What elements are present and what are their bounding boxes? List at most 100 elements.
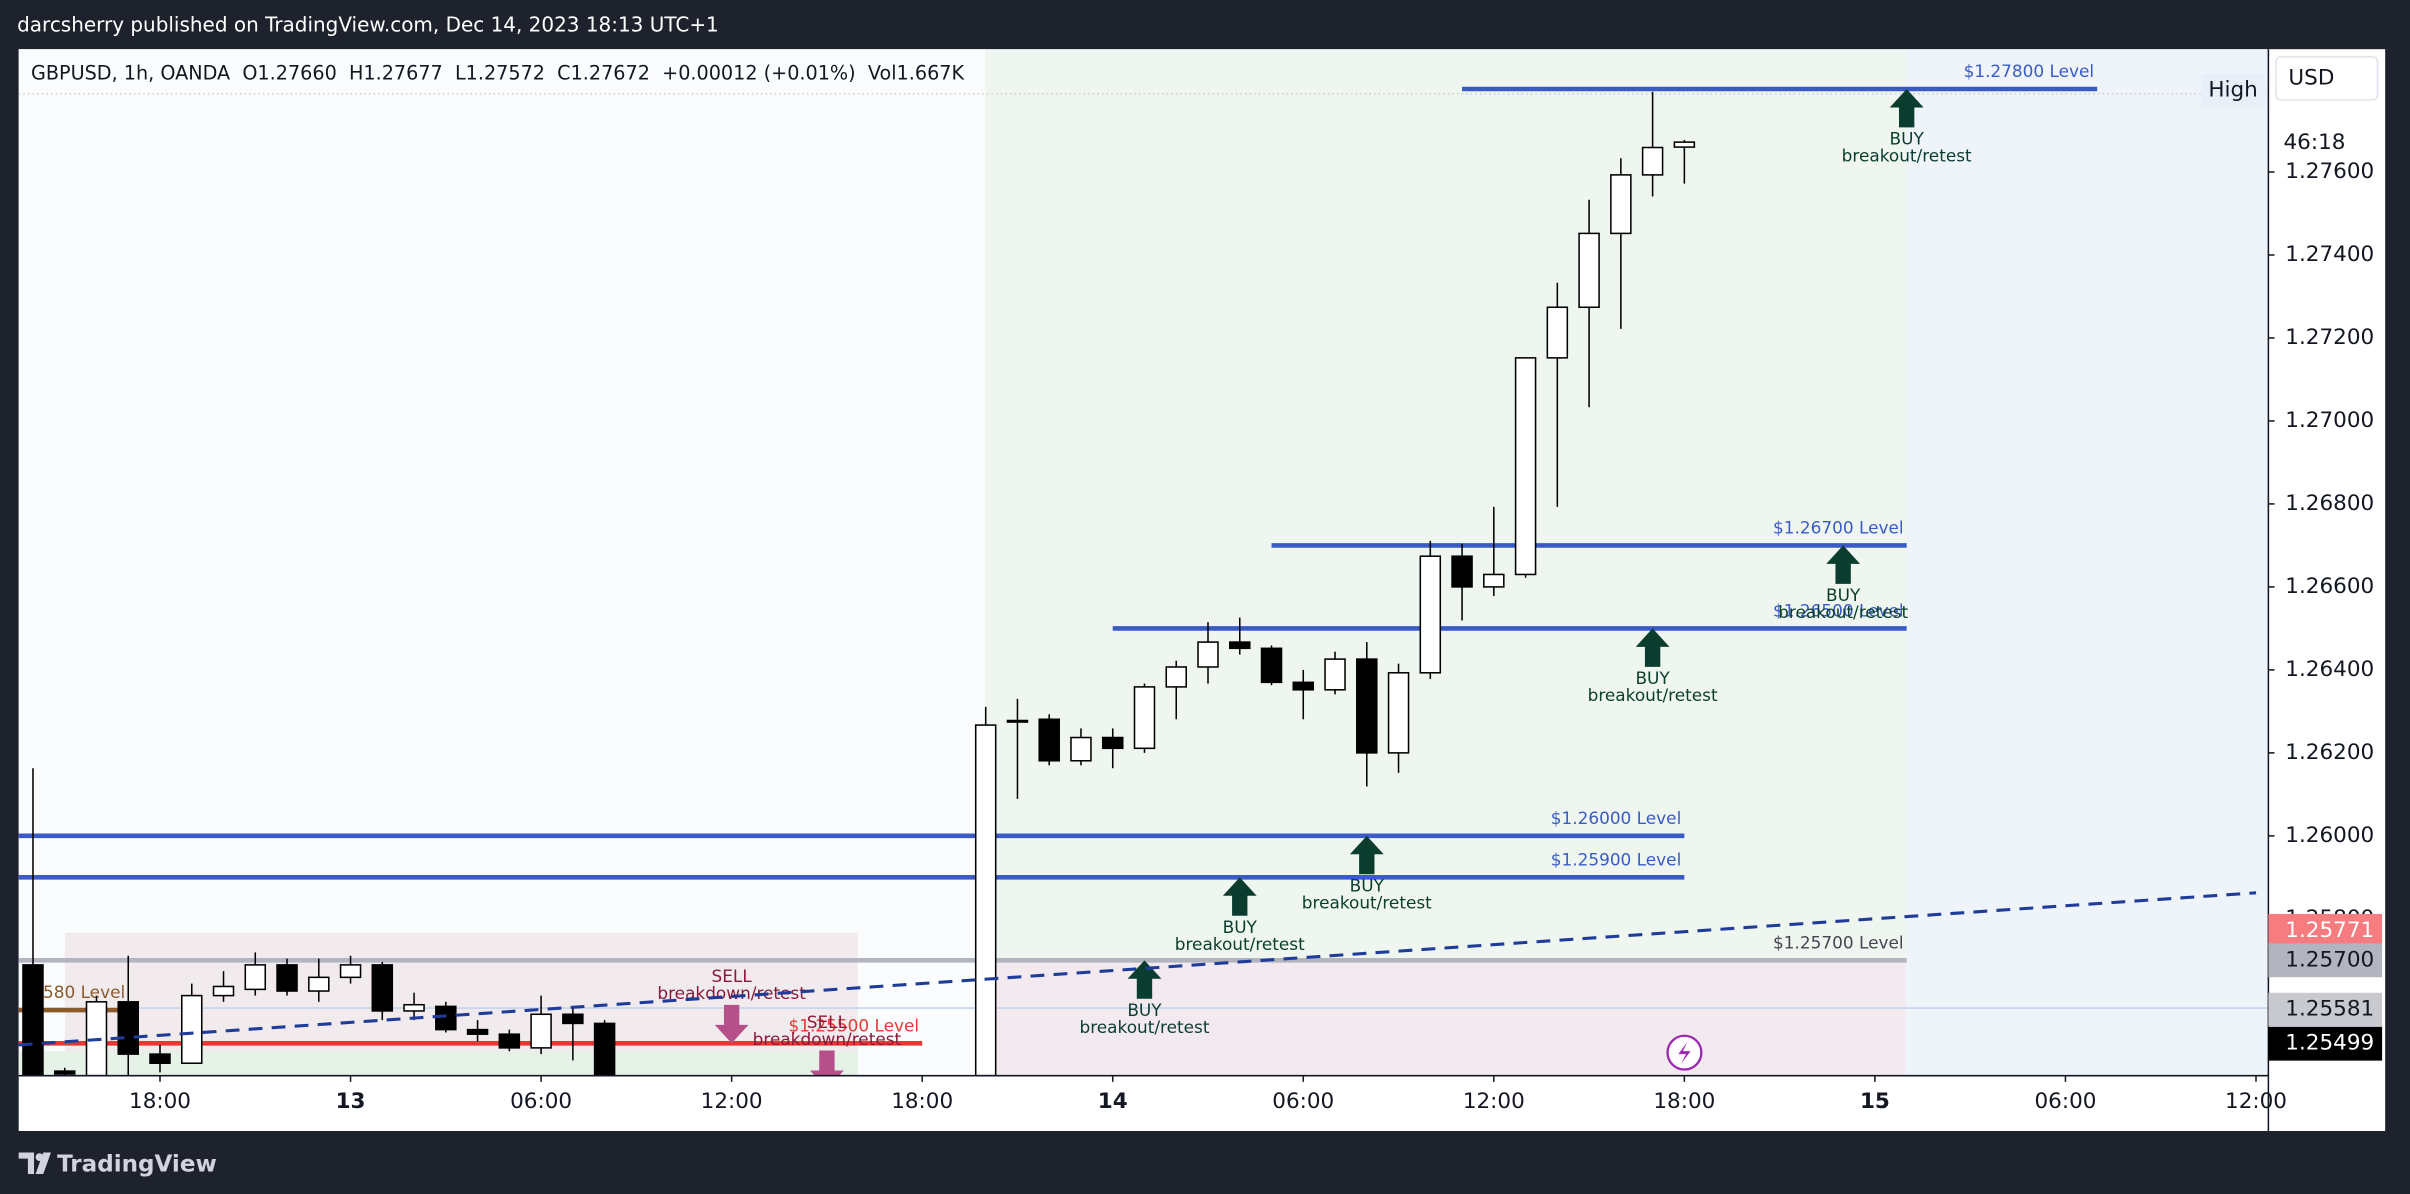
zone — [1905, 49, 2269, 1076]
candle-body — [1101, 736, 1124, 750]
x-tick-label: 06:00 — [1272, 1089, 1334, 1114]
price-badge — [2268, 992, 2383, 1027]
candle-body — [1260, 647, 1283, 684]
x-tick-label: 18:00 — [129, 1089, 191, 1114]
candle-body — [1229, 641, 1251, 650]
price-badge-label: 1.25581 — [2285, 997, 2374, 1022]
candle-body — [1324, 658, 1346, 691]
candle-body — [1483, 573, 1505, 588]
candle-body — [149, 1053, 171, 1064]
x-tick-label: 06:00 — [2034, 1089, 2096, 1114]
price-badge-label: 1.25771 — [2285, 918, 2374, 943]
level-label: $1.25700 Level — [1773, 932, 1904, 952]
candle-body — [435, 1005, 457, 1031]
price-badge — [2268, 1026, 2383, 1061]
candle-body — [53, 1070, 76, 1075]
level-label: $1.25500 Level — [789, 1015, 920, 1035]
candle-body — [1070, 736, 1092, 762]
signal-subtext: breakout/retest — [1079, 1017, 1209, 1037]
y-tick-label: 1.27600 — [2285, 159, 2374, 184]
candle-body — [1451, 555, 1473, 588]
plot: $1.27800 Level $1.26700 Level $1.26500 Lev… — [18, 61, 2098, 1076]
buy-arrow — [1826, 545, 1861, 584]
high-label: High — [2208, 78, 2257, 103]
candle-body — [117, 1001, 140, 1055]
level-label: $1.25900 Level — [1551, 849, 1682, 869]
y-tick-label: 1.26200 — [2285, 740, 2374, 765]
high-badge — [2200, 73, 2266, 108]
y-tick-label: 1.26800 — [2285, 491, 2374, 516]
candle-body — [1133, 686, 1156, 750]
level-label: $1.27800 Level — [1964, 61, 2095, 81]
candle-body — [1356, 658, 1378, 754]
level-label: $1.26500 Level — [1773, 600, 1904, 620]
candle-body — [181, 994, 203, 1064]
event-icon-bolt — [1678, 1041, 1691, 1064]
y-tick-label: 1.27000 — [2285, 408, 2374, 433]
y-tick-label: 1.27200 — [2285, 325, 2374, 350]
candle-body — [212, 985, 235, 997]
signal-text: SELL — [807, 1012, 848, 1032]
x-tick-label: 18:00 — [891, 1089, 953, 1114]
signal-subtext: breakdown/retest — [753, 1029, 902, 1049]
zone — [985, 49, 1906, 959]
level-label: $1.26000 Level — [1551, 808, 1682, 828]
candle-body — [308, 976, 330, 992]
candle-body — [1292, 681, 1315, 691]
candle-body — [22, 964, 44, 1076]
brand: TradingView — [57, 1151, 217, 1177]
price-badge-label: 1.25499 — [2285, 1031, 2374, 1056]
candle-body — [1006, 719, 1029, 723]
buy-arrow — [1889, 89, 1924, 128]
candle-body — [1610, 174, 1632, 235]
candle-body — [974, 724, 997, 1076]
countdown: 46:18 — [2283, 130, 2345, 155]
x-tick-label: 18:00 — [1653, 1089, 1715, 1114]
candle-body — [1419, 555, 1442, 674]
candle-body — [339, 964, 362, 979]
x-tick-label: 12:00 — [2225, 1089, 2287, 1114]
candle-body — [466, 1028, 489, 1035]
candle-body — [1578, 232, 1600, 309]
publisher-line: darcsherry published on TradingView.com,… — [17, 13, 719, 37]
sell-arrow — [714, 1004, 749, 1044]
candle-body — [1165, 666, 1187, 688]
x-tick-label: 14 — [1098, 1089, 1128, 1114]
candle-body — [371, 964, 394, 1012]
x-tick-label: 06:00 — [510, 1089, 572, 1114]
buy-arrow — [1349, 835, 1384, 875]
candle-body — [244, 964, 267, 991]
signal-text: BUY — [1127, 1000, 1162, 1020]
candle-body — [530, 1013, 552, 1049]
zone — [18, 1051, 858, 1076]
candle-body — [403, 1003, 425, 1012]
price-badge — [2268, 913, 2383, 948]
signal-text: BUY — [1635, 668, 1670, 688]
y-tick-label: 1.27400 — [2285, 242, 2374, 267]
x-tick-label: 12:00 — [701, 1089, 763, 1114]
candle-body — [1673, 141, 1696, 148]
currency[interactable]: USD — [2288, 65, 2334, 90]
axes: 1.27600 1.27400 1.27200 1.27000 1.26800 1.266… — [129, 159, 2383, 1114]
candle-body — [1038, 718, 1060, 762]
level-label: 5580 Level — [32, 982, 125, 1002]
candle-body — [1546, 306, 1569, 359]
signal-text: BUY — [1350, 876, 1385, 896]
symbol-legend: GBPUSD, 1h, OANDA O1.27660 H1.27677 L1.2… — [31, 61, 965, 84]
y-tick-label: 1.26000 — [2285, 823, 2374, 848]
candle-body — [1641, 146, 1664, 176]
level-label: $1.26700 Level — [1773, 518, 1904, 538]
logo-part — [35, 1152, 51, 1175]
currency-box[interactable] — [2275, 56, 2379, 101]
x-tick-label: 13 — [336, 1089, 366, 1114]
candle-body — [1387, 672, 1410, 754]
signal-text: BUY — [1826, 585, 1861, 605]
trendline — [18, 891, 2257, 1047]
price-badge-label: 1.25700 — [2285, 947, 2374, 972]
candle-body — [1197, 641, 1219, 668]
buy-arrow — [1222, 877, 1257, 916]
x-tick-label: 15 — [1860, 1089, 1890, 1114]
zone — [18, 49, 986, 1076]
price-badge — [2268, 943, 2383, 978]
candle-body — [593, 1022, 616, 1076]
